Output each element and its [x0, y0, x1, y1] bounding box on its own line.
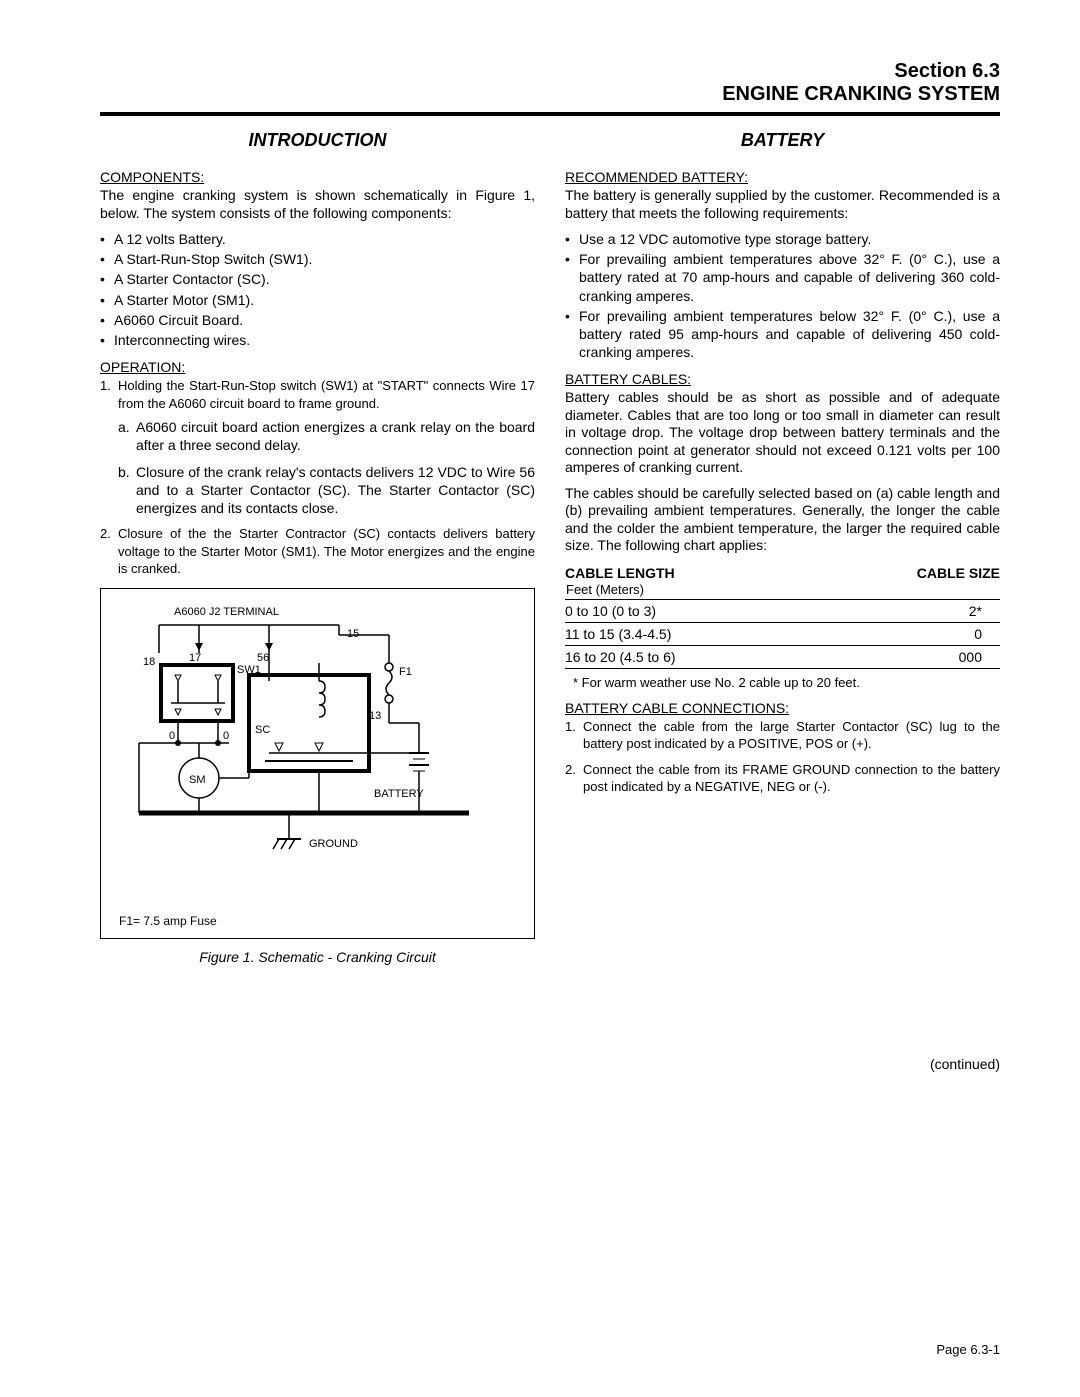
fuse-note: F1= 7.5 amp Fuse: [119, 914, 516, 928]
table-cell: 000: [813, 645, 1000, 668]
table-header-length: CABLE LENGTH: [565, 563, 813, 581]
header-rule: [100, 112, 1000, 116]
battery-label: BATTERY: [374, 788, 424, 800]
table-cell: 0: [813, 622, 1000, 645]
list-item: Holding the Start-Run-Stop switch (SW1) …: [100, 377, 535, 517]
wire-18: 18: [143, 656, 155, 668]
page-header: Section 6.3 ENGINE CRANKING SYSTEM: [100, 60, 1000, 106]
list-item: Use a 12 VDC automotive type storage bat…: [565, 230, 1000, 248]
list-item: For prevailing ambient temperatures belo…: [565, 307, 1000, 362]
page-number: Page 6.3-1: [936, 1342, 1000, 1357]
sc-label: SC: [255, 724, 270, 736]
table-units: Feet (Meters): [565, 581, 813, 600]
components-intro: The engine cranking system is shown sche…: [100, 187, 535, 222]
continued-label: (continued): [565, 1056, 1000, 1072]
wire-56: 56: [257, 652, 269, 664]
list-item: Connect the cable from its FRAME GROUND …: [565, 761, 1000, 796]
f1-label: F1: [399, 666, 412, 678]
list-item: Interconnecting wires.: [100, 331, 535, 349]
operation-label: OPERATION:: [100, 359, 535, 375]
list-item: A6060 Circuit Board.: [100, 311, 535, 329]
table-cell: 0 to 10 (0 to 3): [565, 599, 813, 622]
table-footnote: * For warm weather use No. 2 cable up to…: [573, 675, 1000, 690]
right-column: BATTERY RECOMMENDED BATTERY: The battery…: [565, 130, 1000, 1072]
table-row: 0 to 10 (0 to 3) 2*: [565, 599, 1000, 622]
content-columns: INTRODUCTION COMPONENTS: The engine cran…: [100, 130, 1000, 1072]
list-item: Closure of the the Starter Contractor (S…: [100, 525, 535, 578]
table-header-size: CABLE SIZE: [813, 563, 1000, 581]
section-title: ENGINE CRANKING SYSTEM: [100, 83, 1000, 106]
wire-0a: 0: [169, 730, 175, 742]
list-item: Connect the cable from the large Starter…: [565, 718, 1000, 753]
components-list: A 12 volts Battery. A Start-Run-Stop Swi…: [100, 230, 535, 349]
cable-connections-label: BATTERY CABLE CONNECTIONS:: [565, 700, 1000, 716]
list-item: A Start-Run-Stop Switch (SW1).: [100, 250, 535, 268]
cable-connections-list: Connect the cable from the large Starter…: [565, 718, 1000, 796]
operation-list: Holding the Start-Run-Stop switch (SW1) …: [100, 377, 535, 578]
recommended-battery-intro: The battery is generally supplied by the…: [565, 187, 1000, 222]
ground-label: GROUND: [309, 838, 358, 850]
list-item: Closure of the crank relay's contacts de…: [118, 463, 535, 518]
table-cell: 2*: [813, 599, 1000, 622]
left-column: INTRODUCTION COMPONENTS: The engine cran…: [100, 130, 535, 1072]
table-row: 16 to 20 (4.5 to 6) 000: [565, 645, 1000, 668]
table-cell: 11 to 15 (3.4-4.5): [565, 622, 813, 645]
table-row: 11 to 15 (3.4-4.5) 0: [565, 622, 1000, 645]
cable-table: CABLE LENGTH CABLE SIZE Feet (Meters) 0 …: [565, 563, 1000, 669]
list-item: A6060 circuit board action energizes a c…: [118, 418, 535, 454]
wire-0b: 0: [223, 730, 229, 742]
battery-cables-label: BATTERY CABLES:: [565, 371, 1000, 387]
operation-step-text: Closure of the the Starter Contractor (S…: [118, 526, 535, 576]
schematic-svg: A6060 J2 TERMINAL 15 17 18 56: [119, 603, 499, 883]
list-item: A Starter Motor (SM1).: [100, 291, 535, 309]
list-item: A 12 volts Battery.: [100, 230, 535, 248]
components-label: COMPONENTS:: [100, 169, 535, 185]
list-item: A Starter Contactor (SC).: [100, 270, 535, 288]
terminal-label: A6060 J2 TERMINAL: [174, 606, 279, 618]
operation-step-text: Holding the Start-Run-Stop switch (SW1) …: [118, 378, 535, 411]
schematic-figure: A6060 J2 TERMINAL 15 17 18 56: [100, 588, 535, 939]
wire-13: 13: [369, 710, 381, 722]
introduction-heading: INTRODUCTION: [100, 130, 535, 151]
table-cell: 16 to 20 (4.5 to 6): [565, 645, 813, 668]
wire-17: 17: [189, 652, 201, 664]
recommended-battery-label: RECOMMENDED BATTERY:: [565, 169, 1000, 185]
list-item: For prevailing ambient temperatures abov…: [565, 250, 1000, 305]
page: Section 6.3 ENGINE CRANKING SYSTEM INTRO…: [0, 0, 1080, 1397]
section-number: Section 6.3: [100, 60, 1000, 83]
battery-cables-p1: Battery cables should be as short as pos…: [565, 389, 1000, 477]
operation-sublist: A6060 circuit board action energizes a c…: [118, 418, 535, 517]
figure-caption: Figure 1. Schematic - Cranking Circuit: [100, 949, 535, 965]
wire-15: 15: [347, 628, 359, 640]
battery-cables-p2: The cables should be carefully selected …: [565, 485, 1000, 555]
sm-label: SM: [189, 774, 206, 786]
battery-heading: BATTERY: [565, 130, 1000, 151]
recommended-battery-list: Use a 12 VDC automotive type storage bat…: [565, 230, 1000, 361]
